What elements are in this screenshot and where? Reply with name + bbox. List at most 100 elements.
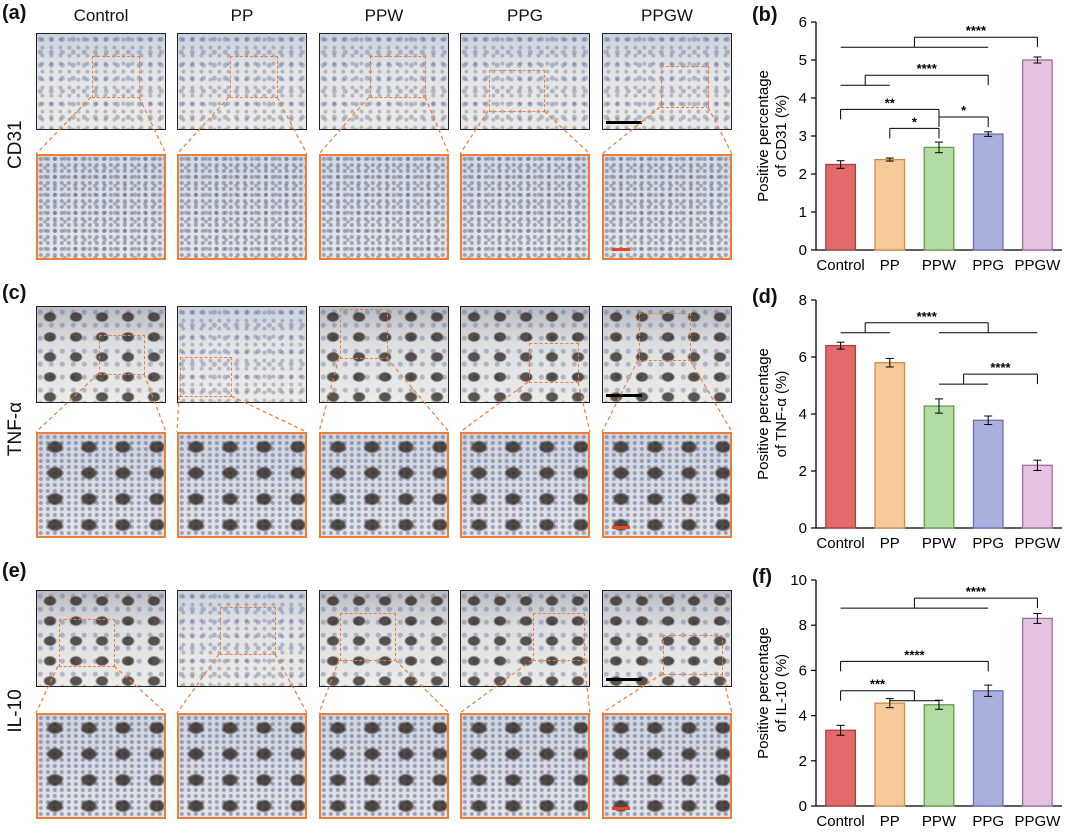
zoom-cd31-pp <box>177 154 307 260</box>
significance-bracket <box>938 116 989 127</box>
significance-bracket <box>840 690 939 702</box>
roi-box <box>661 66 709 108</box>
bar <box>923 704 955 807</box>
micrograph-tnf-control <box>36 306 166 403</box>
y-tick-label: 8 <box>799 292 807 309</box>
significance-bracket <box>840 108 940 120</box>
y-tick-label: 4 <box>799 708 807 725</box>
roi-box <box>639 313 691 361</box>
zoom-cd31-ppgw <box>602 154 732 260</box>
significance-stars: * <box>912 114 918 129</box>
significance-bracket <box>840 322 1038 334</box>
x-category-label: Control <box>816 813 864 830</box>
panel-letter-f: (f) <box>752 566 772 588</box>
panel-letter-b: (b) <box>752 4 778 26</box>
x-category-label: PP <box>880 813 900 830</box>
bar <box>874 362 906 529</box>
zoom-tnf-control <box>36 432 166 538</box>
y-tick-label: 2 <box>799 166 807 183</box>
x-category-label: PPGW <box>1014 257 1061 274</box>
bar <box>1021 59 1053 251</box>
x-category-label: PPGW <box>1014 813 1061 830</box>
y-axis-label-line1: Positive percentage <box>755 348 772 480</box>
y-axis-label: Positive percentageof TNF-α (%) <box>755 348 790 480</box>
x-category-label: PP <box>880 257 900 274</box>
significance-stars: **** <box>990 360 1011 375</box>
significance-bracket <box>840 36 1038 48</box>
micrograph-tnf-ppgw <box>602 306 732 403</box>
significance-bracket <box>840 660 989 672</box>
row-label-cd31: CD31 <box>5 120 26 169</box>
x-category-label: PPGW <box>1014 535 1061 552</box>
y-axis-label-line1: Positive percentage <box>755 627 772 759</box>
roi-box <box>533 613 585 661</box>
roi-box <box>340 613 396 661</box>
panel-letter-e: (e) <box>2 560 27 582</box>
micrograph-cd31-pp <box>177 33 307 130</box>
significance-stars: **** <box>966 23 987 38</box>
bar <box>874 702 906 807</box>
micrograph-il10-ppg <box>460 590 590 687</box>
significance-stars: **** <box>966 584 987 599</box>
bar-chart-il10: 0 2 4 6 8 10 Positive percentageof IL-10 (%) Co… <box>755 572 1062 830</box>
micrograph-cd31-ppgw <box>602 33 732 130</box>
bar <box>972 419 1004 529</box>
x-category-label: PP <box>880 535 900 552</box>
bar <box>1021 617 1053 807</box>
bar <box>825 163 857 251</box>
scale-bar <box>606 121 642 124</box>
bar <box>923 405 955 529</box>
roi-box <box>180 357 232 397</box>
column-header-ppgw: PPGW <box>641 6 693 25</box>
scale-bar-zoom <box>612 248 630 251</box>
x-category-label: Control <box>816 535 864 552</box>
row-label-tnf: TNF-α <box>5 401 26 457</box>
bar <box>923 146 955 251</box>
scale-bar-zoom <box>612 807 630 810</box>
x-category-label: PPG <box>972 535 1004 552</box>
significance-bracket <box>939 373 1038 385</box>
zoom-il10-ppw <box>319 713 449 819</box>
y-tick-label: 2 <box>799 753 807 770</box>
x-category-label: PPG <box>972 813 1004 830</box>
micrograph-tnf-pp <box>177 306 307 403</box>
micrograph-tnf-ppg <box>460 306 590 403</box>
panel-letter-a: (a) <box>2 2 27 24</box>
significance-bracket <box>889 127 940 139</box>
y-tick-label: 0 <box>799 242 807 259</box>
micrograph-cd31-ppw <box>319 33 449 130</box>
y-tick-label: 2 <box>799 463 807 480</box>
roi-box <box>370 56 426 98</box>
y-axis-label-line2: of IL-10 (%) <box>773 654 790 732</box>
roi-box <box>59 619 115 667</box>
y-tick-label: 0 <box>799 798 807 815</box>
column-header-control: Control <box>73 6 129 25</box>
roi-box <box>230 56 278 98</box>
roi-box <box>340 309 388 359</box>
y-tick-label: 5 <box>799 52 807 69</box>
significance-stars: **** <box>917 309 938 324</box>
y-tick-label: 6 <box>799 349 807 366</box>
zoom-il10-ppgw <box>602 713 732 819</box>
y-axis-label: Positive percentageof CD31 (%) <box>755 70 790 202</box>
zoom-tnf-ppw <box>319 432 449 538</box>
y-tick-label: 4 <box>799 406 807 423</box>
bar <box>874 158 906 251</box>
y-tick-label: 8 <box>799 617 807 634</box>
significance-bracket <box>840 597 1038 609</box>
zoom-tnf-pp <box>177 432 307 538</box>
micrograph-il10-ppw <box>319 590 449 687</box>
significance-stars: ** <box>885 95 896 110</box>
significance-bracket <box>840 74 989 86</box>
y-axis-label-line2: of CD31 (%) <box>773 95 790 178</box>
micrograph-cd31-control <box>36 33 166 130</box>
y-axis-label: Positive percentageof IL-10 (%) <box>755 627 790 759</box>
row-label-il10: IL-10 <box>5 689 26 733</box>
roi-box <box>663 635 723 675</box>
zoom-tnf-ppgw <box>602 432 732 538</box>
zoom-cd31-control <box>36 154 166 260</box>
micrograph-il10-control <box>36 590 166 687</box>
bar <box>825 729 857 807</box>
column-header-ppg: PPG <box>507 6 543 25</box>
bar <box>972 133 1004 251</box>
